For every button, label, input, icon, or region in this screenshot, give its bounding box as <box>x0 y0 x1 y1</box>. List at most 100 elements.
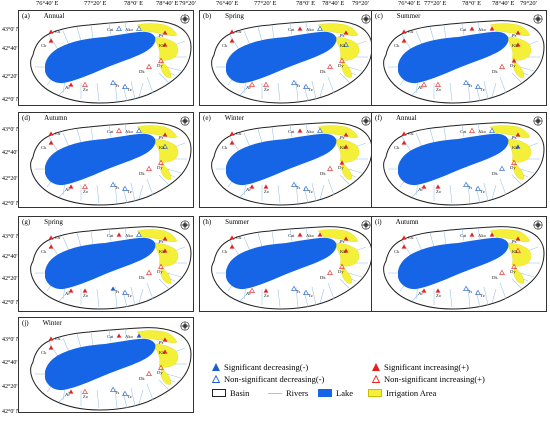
river-line <box>96 389 100 409</box>
river-line <box>114 286 118 308</box>
river-line <box>90 24 94 40</box>
legend-label: Significant increasing(+) <box>384 362 469 372</box>
panel-title: (c) Summer <box>375 12 421 20</box>
station-label: Pz <box>340 239 345 244</box>
panel-letter: (b) <box>203 12 212 20</box>
significant-decrease-marker <box>136 333 142 338</box>
map-panel: Ck Cu Cai Ako Pz Kk Dk Dy Ar Zo Ts Tz (d) Autumn <box>18 112 194 208</box>
river-line <box>339 72 351 84</box>
river-line <box>401 240 413 258</box>
irrigation-area <box>154 36 179 61</box>
river-line <box>303 84 309 102</box>
river-line <box>257 128 263 144</box>
river-line <box>62 236 70 252</box>
irrigation-area <box>154 138 179 163</box>
river-line <box>257 26 263 42</box>
nonsignificant-increase-marker <box>435 81 441 87</box>
lake <box>45 338 156 391</box>
river-line <box>311 182 317 202</box>
significant-increase-marker <box>297 26 303 31</box>
river-line <box>411 84 423 96</box>
north-arrow-icon <box>180 220 190 230</box>
significant-increase-marker <box>343 30 349 35</box>
red-hollow-triangle-icon <box>372 375 380 383</box>
river-line <box>108 228 112 242</box>
nonsignificant-decrease-marker <box>475 83 481 89</box>
nonsignificant-decrease-marker <box>475 289 481 295</box>
river-line <box>158 379 170 391</box>
nonsignificant-increase-marker <box>158 159 164 165</box>
significant-increase-marker <box>263 184 269 189</box>
nonsignificant-decrease-marker <box>110 181 116 187</box>
station-label: Ts <box>115 289 119 294</box>
basin-map: Ck Cu Cai Ako Pz Kk Dk Dy Ar Zo Ts Tz <box>383 122 545 206</box>
significant-increase-marker <box>469 26 475 31</box>
nonsignificant-decrease-marker <box>489 127 495 133</box>
nonsignificant-increase-marker <box>327 269 333 275</box>
nonsignificant-increase-marker <box>82 388 88 394</box>
river-line <box>138 82 144 98</box>
station-label: Ts <box>468 289 472 294</box>
river-line <box>303 290 309 308</box>
nonsignificant-increase-marker <box>263 81 269 87</box>
river-line <box>499 282 507 300</box>
station-label: Tz <box>308 87 313 92</box>
lon-tick: 78°40' E <box>322 0 345 7</box>
river-line <box>243 236 251 252</box>
river-line <box>229 136 241 154</box>
lon-tick: 77°20' E <box>424 0 447 7</box>
nonsignificant-increase-marker <box>327 63 333 69</box>
significant-increase-marker <box>249 184 255 189</box>
lon-tick: 77°20' E <box>254 0 277 7</box>
station-label: Ako <box>306 27 315 32</box>
north-arrow-icon <box>533 14 543 24</box>
significant-increase-marker <box>401 235 407 240</box>
significant-increase-marker <box>116 232 122 237</box>
station-label: Ako <box>125 27 134 32</box>
significant-increase-marker <box>229 38 235 43</box>
panel-title: (d) Autumn <box>22 114 67 122</box>
station-label: Ts <box>296 289 300 294</box>
station-label: Cai <box>107 27 114 32</box>
nonsignificant-decrease-marker <box>110 79 116 85</box>
north-arrow-icon <box>533 220 543 230</box>
irrigation-area <box>136 125 178 138</box>
lat-tick: 42°40' N <box>2 360 24 366</box>
river-line <box>122 84 128 102</box>
station-label: Cai <box>460 233 467 238</box>
nonsignificant-decrease-marker <box>291 285 297 291</box>
map-panel: Ck Cu Cai Ako Pz Kk Dk Dy Ar Zo Ts Tz (g) Spring <box>18 216 194 312</box>
station-label: Dk <box>320 171 326 176</box>
station-label: Pz <box>340 33 345 38</box>
river-line <box>449 288 453 308</box>
station-label: Tz <box>127 87 132 92</box>
river-line <box>229 240 241 258</box>
station-label: Cai <box>107 334 114 339</box>
lake <box>398 237 509 290</box>
significant-increase-marker <box>511 58 517 63</box>
significant-increase-marker <box>343 248 349 253</box>
lat-tick: 42°0' N <box>2 300 21 306</box>
station-label: Ar <box>246 187 251 192</box>
nonsignificant-increase-marker <box>146 370 152 376</box>
river-line <box>327 76 335 94</box>
panel-title: (e) Winter <box>203 114 244 122</box>
panel-season: Autumn <box>44 114 68 122</box>
river-line <box>449 184 453 204</box>
river-line <box>483 286 489 306</box>
basin-map: Ck Cu Cai Ako Pz Kk Dk Dy Ar Zo Ts Tz <box>383 226 545 310</box>
river-line <box>511 278 523 290</box>
nonsignificant-decrease-marker <box>122 185 128 191</box>
irrigation-area <box>489 229 531 242</box>
significant-increase-marker <box>263 288 269 293</box>
basin-map: Ck Cu Cai Ako Pz Kk Dk Dy Ar Zo Ts Tz <box>211 20 373 104</box>
lake <box>45 31 156 84</box>
station-label: Ts <box>468 185 472 190</box>
river-line <box>303 186 309 204</box>
river-line <box>130 286 136 306</box>
river-line <box>511 174 523 186</box>
north-arrow-icon <box>180 321 190 331</box>
river-line <box>243 132 251 148</box>
station-label: Pz <box>512 239 517 244</box>
significant-increase-marker <box>68 184 74 189</box>
